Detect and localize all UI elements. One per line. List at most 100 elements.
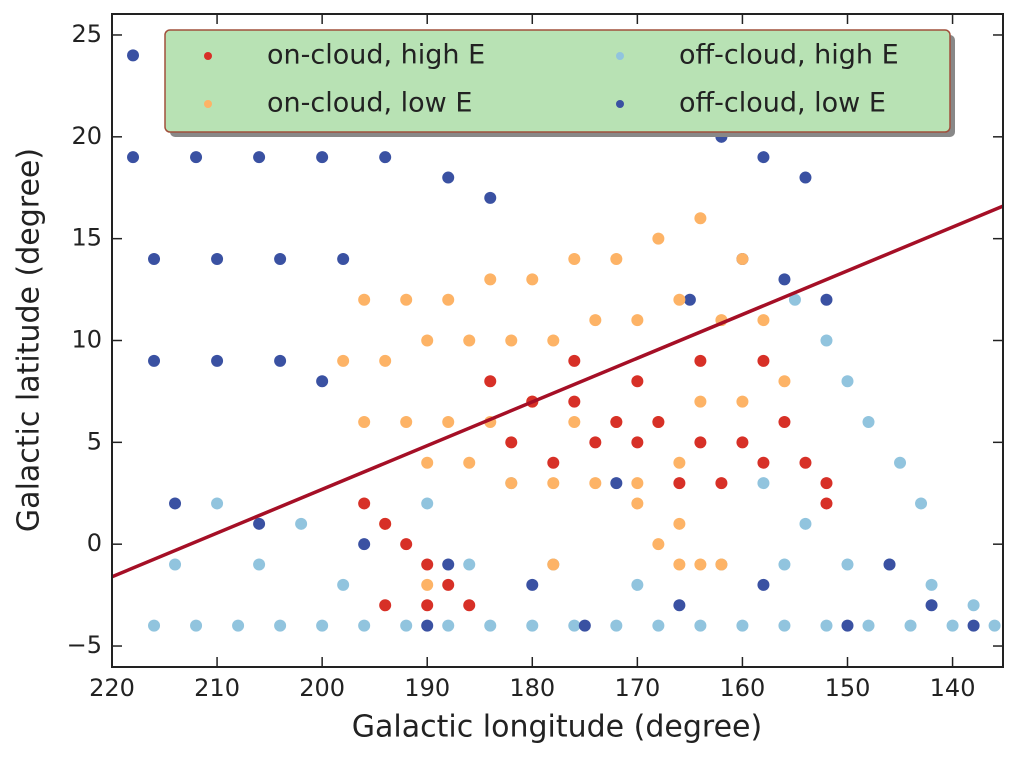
scatter-point (820, 497, 833, 510)
scatter-point (946, 619, 959, 632)
scatter-point (442, 619, 455, 632)
scatter-point (211, 497, 224, 510)
scatter-point (862, 415, 875, 428)
scatter-point (421, 334, 434, 347)
scatter-point (211, 253, 224, 266)
scatter-point (505, 436, 518, 449)
scatter-point (337, 354, 350, 367)
scatter-point (631, 497, 644, 510)
scatter-point (400, 619, 413, 632)
scatter-point (915, 497, 928, 510)
y-tick-label: −5 (67, 631, 102, 659)
y-tick-label: 5 (87, 427, 102, 455)
scatter-point (788, 293, 801, 306)
scatter-point (274, 619, 287, 632)
scatter-point (757, 151, 770, 164)
scatter-point (253, 517, 266, 530)
scatter-point (883, 558, 896, 571)
scatter-point (337, 578, 350, 591)
scatter-point (484, 191, 497, 204)
scatter-point (169, 558, 182, 571)
scatter-point (274, 354, 287, 367)
scatter-point (547, 477, 560, 490)
scatter-point (694, 212, 707, 225)
scatter-point (526, 273, 539, 286)
scatter-point (505, 477, 518, 490)
scatter-point (673, 517, 686, 530)
x-tick-label: 210 (194, 674, 240, 702)
scatter-point (463, 456, 476, 469)
scatter-point (463, 334, 476, 347)
x-tick-label: 140 (930, 674, 976, 702)
y-tick-label: 20 (71, 122, 102, 150)
y-tick-label: 15 (71, 224, 102, 252)
legend (164, 29, 951, 133)
scatter-point (400, 538, 413, 551)
fit-line (112, 204, 1003, 579)
scatter-point (484, 273, 497, 286)
scatter-point (736, 395, 749, 408)
legend-marker (616, 100, 624, 108)
scatter-point (736, 619, 749, 632)
scatter-point (799, 456, 812, 469)
scatter-point (925, 599, 938, 612)
x-tick-label: 190 (404, 674, 450, 702)
scatter-point (778, 375, 791, 388)
scatter-point (274, 253, 287, 266)
scatter-point (547, 334, 560, 347)
scatter-point (253, 558, 266, 571)
scatter-point (652, 619, 665, 632)
scatter-point (568, 415, 581, 428)
scatter-point (442, 293, 455, 306)
scatter-point (442, 415, 455, 428)
x-tick-label: 150 (825, 674, 871, 702)
scatter-point (568, 395, 581, 408)
y-tick-label: 10 (71, 326, 102, 354)
y-tick-label: 0 (87, 529, 102, 557)
scatter-point (820, 334, 833, 347)
scatter-point (736, 436, 749, 449)
scatter-point (358, 619, 371, 632)
scatter-point (379, 517, 392, 530)
scatter-point (988, 619, 1001, 632)
scatter-point (358, 497, 371, 510)
scatter-point (379, 599, 392, 612)
scatter-point (673, 477, 686, 490)
scatter-point (421, 619, 434, 632)
scatter-point (127, 49, 140, 62)
scatter-point (778, 273, 791, 286)
scatter-point (568, 253, 581, 266)
scatter-point (894, 456, 907, 469)
scatter-point (526, 619, 539, 632)
scatter-point (694, 619, 707, 632)
legend-marker (204, 52, 212, 60)
scatter-point (232, 619, 245, 632)
scatter-point (379, 151, 392, 164)
legend-label: off-cloud, high E (679, 40, 899, 71)
scatter-point (778, 558, 791, 571)
scatter-point (757, 456, 770, 469)
scatter-point (967, 599, 980, 612)
scatter-point (631, 477, 644, 490)
scatter-point (421, 497, 434, 510)
x-axis-label: Galactic longitude (degree) (352, 710, 762, 745)
scatter-point (568, 354, 581, 367)
scatter-point (694, 558, 707, 571)
scatter-point (127, 151, 140, 164)
scatter-point (736, 253, 749, 266)
scatter-point (463, 558, 476, 571)
y-axis-label: Galactic latitude (degree) (12, 148, 47, 532)
x-tick-label: 180 (509, 674, 555, 702)
scatter-point (652, 538, 665, 551)
x-tick-label: 170 (614, 674, 660, 702)
scatter-point (904, 619, 917, 632)
scatter-point (967, 619, 980, 632)
x-tick-label: 160 (720, 674, 766, 702)
scatter-point (694, 436, 707, 449)
scatter-point (925, 578, 938, 591)
scatter-point (631, 314, 644, 327)
scatter-point (631, 436, 644, 449)
scatter-point (421, 456, 434, 469)
scatter-point (841, 619, 854, 632)
scatter-point (820, 293, 833, 306)
